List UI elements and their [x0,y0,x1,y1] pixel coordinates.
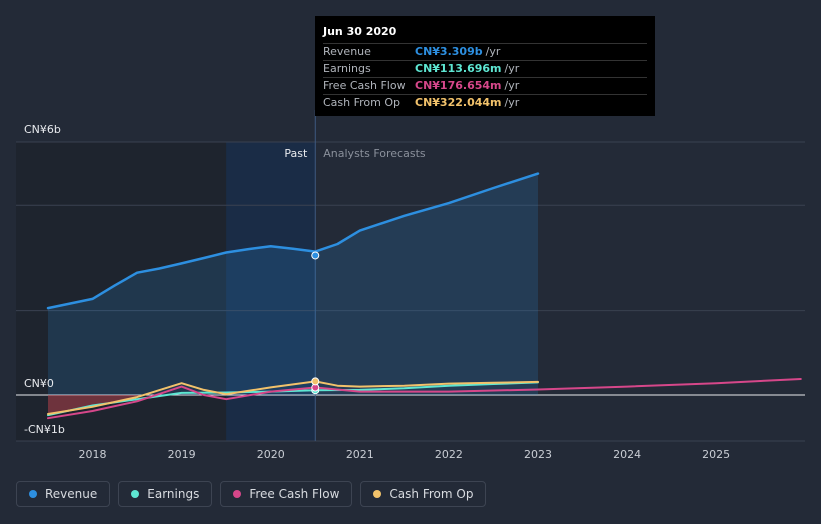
y-tick-label: -CN¥1b [24,423,65,436]
x-tick-label: 2020 [257,448,285,461]
legend: Revenue Earnings Free Cash Flow Cash Fro… [16,481,487,507]
x-tick-label: 2019 [168,448,196,461]
tooltip-label: Cash From Op [323,96,401,109]
chart-gridlines [16,110,805,442]
tooltip-value: CN¥3.309b [415,45,483,58]
chart-background [16,142,316,441]
series-line-earnings [47,381,539,417]
tooltip-unit: /yr [485,45,501,58]
highlight-marker-cash-from-op [311,377,320,386]
x-tick-label: 2024 [613,448,641,461]
y-tick-label: CN¥6b [24,123,61,136]
chart-highlight-markers [311,251,320,395]
chart-series-lines [46,172,802,420]
tooltip-value: CN¥322.044m [415,96,502,109]
series-line-revenue [46,172,540,310]
x-tick-label: 2021 [346,448,374,461]
legend-dot-icon [29,490,37,498]
tooltip-date: Jun 30 2020 [323,25,397,38]
revenue-area [48,173,538,395]
highlight-marker-revenue [311,251,320,260]
x-tick-label: 2018 [79,448,107,461]
legend-item-earnings[interactable]: Earnings [118,481,213,507]
tooltip-unit: /yr [504,79,520,92]
series-line-free-cash-flow [47,378,802,420]
tooltip-label: Revenue [323,45,371,58]
legend-label: Revenue [45,487,98,501]
series-line-cash-from-op [47,380,539,415]
legend-item-cash-from-op[interactable]: Cash From Op [360,481,487,507]
tooltip-value: CN¥176.654m [415,79,502,92]
tooltip-row-revenue: Revenue CN¥3.309b /yr [323,43,647,60]
legend-dot-icon [233,490,242,498]
legend-label: Free Cash Flow [249,487,340,501]
legend-label: Earnings [147,487,200,501]
x-tick-label: 2025 [702,448,730,461]
legend-dot-icon [131,490,140,498]
tooltip-label: Earnings [323,62,371,75]
x-tick-label: 2023 [524,448,552,461]
tooltip-row-cash-from-op: Cash From Op CN¥322.044m /yr [323,94,647,111]
legend-item-free-cash-flow[interactable]: Free Cash Flow [220,481,353,507]
forecast-label: Analysts Forecasts [323,147,426,160]
y-tick-label: CN¥0 [24,377,54,390]
tooltip: Jun 30 2020 Revenue CN¥3.309b /yr Earnin… [315,16,655,116]
tooltip-value: CN¥113.696m [415,62,502,75]
past-label: Past [284,147,308,160]
tooltip-label: Free Cash Flow [323,79,406,92]
legend-item-revenue[interactable]: Revenue [16,481,111,507]
x-tick-label: 2022 [435,448,463,461]
tooltip-unit: /yr [504,62,520,75]
legend-label: Cash From Op [389,487,474,501]
tooltip-row-earnings: Earnings CN¥113.696m /yr [323,60,647,77]
legend-dot-icon [373,490,382,498]
tooltip-row-free-cash-flow: Free Cash Flow CN¥176.654m /yr [323,77,647,94]
tooltip-unit: /yr [504,96,520,109]
chart-labels: CN¥6b CN¥0 -CN¥1b 2018 2019 2020 2021 2022 2023 2… [24,123,730,461]
